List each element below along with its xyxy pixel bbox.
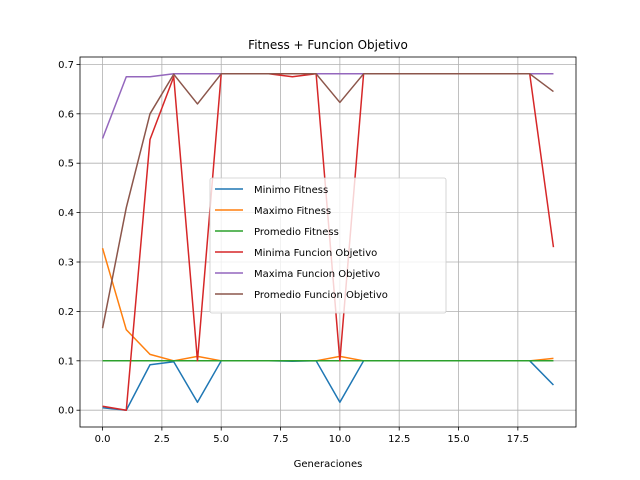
- x-tick-label: 0.0: [95, 434, 111, 445]
- legend-label: Promedio Funcion Objetivo: [254, 290, 388, 301]
- x-tick-label: 2.5: [154, 434, 170, 445]
- series-line-4: [101, 73, 554, 139]
- x-tick-label: 15.0: [447, 434, 469, 445]
- series-line-5: [101, 73, 554, 329]
- x-tick-label: 5.0: [213, 434, 229, 445]
- x-tick-label: 7.5: [273, 434, 289, 445]
- y-tick-label: 0.7: [58, 60, 74, 71]
- legend: Minimo Fitness Maximo Fitness Promedio Fit…: [209, 177, 447, 314]
- legend-label: Maximo Fitness: [254, 206, 331, 217]
- legend-label: Promedio Fitness: [254, 227, 339, 238]
- x-axis-label: Generaciones: [294, 459, 363, 470]
- legend-label: Minimo Fitness: [254, 185, 328, 196]
- y-axis: 0.0 0.1 0.2 0.3 0.4 0.5 0.6 0.7: [58, 60, 80, 417]
- chart-title: Fitness + Funcion Objetivo: [248, 38, 408, 52]
- series-line-0: [102, 360, 554, 411]
- legend-box: [209, 177, 447, 314]
- y-tick-label: 0.2: [58, 307, 74, 318]
- y-tick-label: 0.0: [58, 406, 74, 417]
- y-tick-label: 0.5: [58, 159, 74, 170]
- legend-label: Minima Funcion Objetivo: [254, 248, 377, 259]
- y-tick-label: 0.3: [58, 258, 74, 269]
- plot-frame: [79, 56, 577, 428]
- y-tick-label: 0.1: [58, 356, 74, 367]
- x-tick-label: 10.0: [329, 434, 351, 445]
- x-axis: 0.0 2.5 5.0 7.5 10.0 12.5 15.0 17.5: [95, 427, 529, 445]
- x-tick-label: 17.5: [507, 434, 529, 445]
- y-tick-label: 0.6: [58, 109, 74, 120]
- y-tick-label: 0.4: [58, 208, 74, 219]
- legend-label: Maxima Funcion Objetivo: [254, 269, 380, 280]
- x-tick-label: 12.5: [388, 434, 410, 445]
